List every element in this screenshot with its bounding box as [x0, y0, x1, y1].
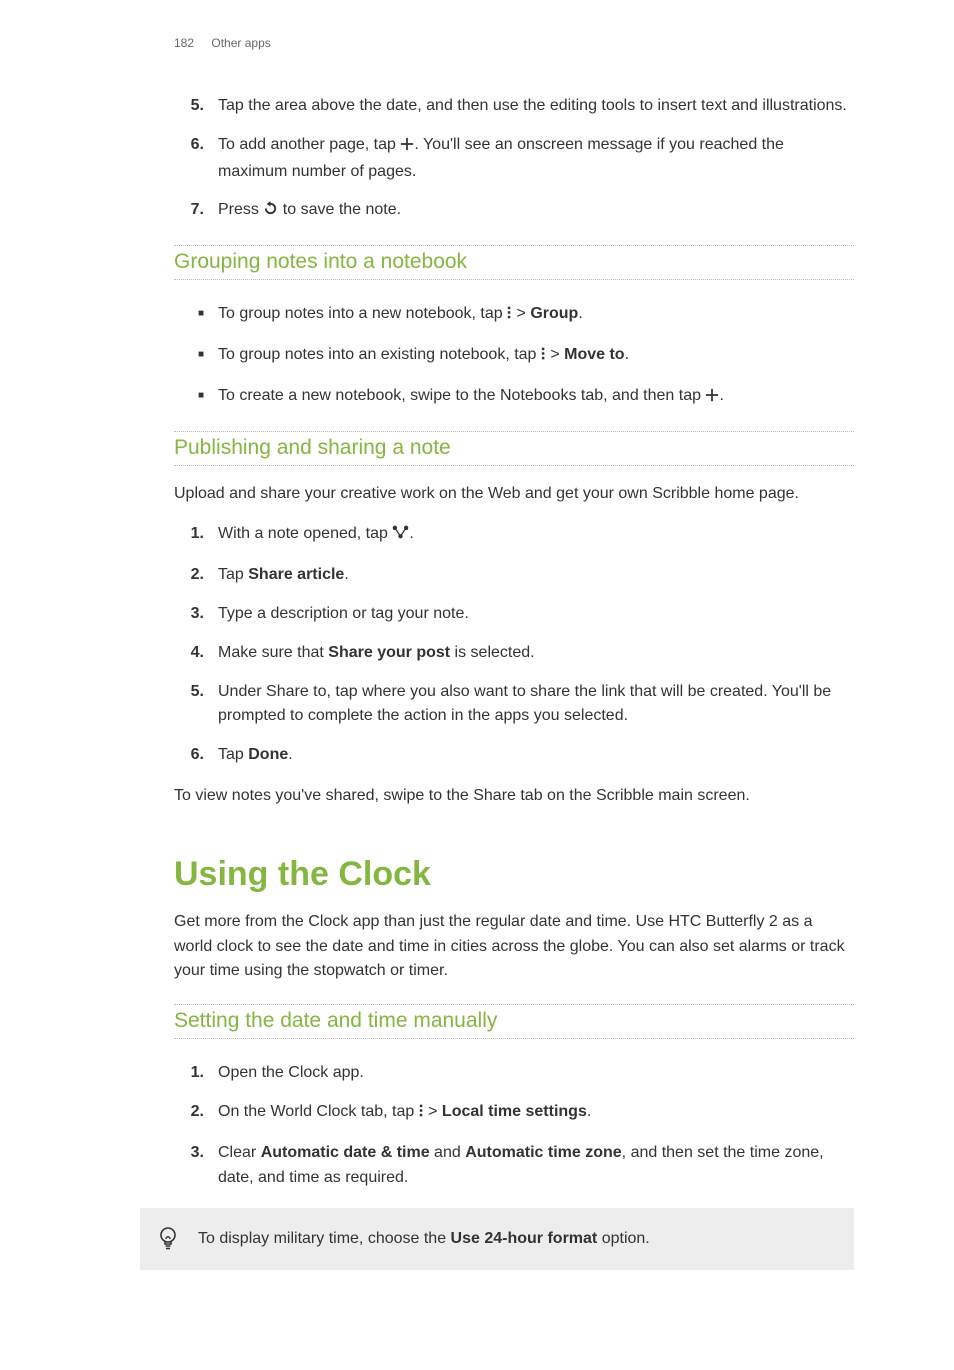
- tip-text: To display military time, choose the Use…: [198, 1227, 834, 1252]
- steps-list-a: 5.Tap the area above the date, and then …: [174, 94, 854, 225]
- step-number: 5.: [174, 680, 218, 705]
- step-text: To add another page, tap . You'll see an…: [218, 133, 854, 185]
- paragraph-view-notes: To view notes you've shared, swipe to th…: [174, 784, 854, 809]
- step-text: Under Share to, tap where you also want …: [218, 680, 854, 730]
- step-item: 2.On the World Clock tab, tap > Local ti…: [174, 1100, 854, 1127]
- step-number: 6.: [174, 743, 218, 768]
- step-text: Tap Share article.: [218, 563, 854, 588]
- step-text: Tap Done.: [218, 743, 854, 768]
- subheading-grouping: Grouping notes into a notebook: [174, 245, 854, 280]
- bullet-text: To group notes into an existing notebook…: [218, 343, 854, 370]
- bullet-item: ■To create a new notebook, swipe to the …: [174, 384, 854, 411]
- tip-box: To display military time, choose the Use…: [140, 1208, 854, 1270]
- steps-list-d: 1.With a note opened, tap .2.Tap Share a…: [174, 522, 854, 768]
- step-number: 6.: [174, 133, 218, 158]
- step-number: 2.: [174, 563, 218, 588]
- bullet-item: ■To group notes into an existing noteboo…: [174, 343, 854, 370]
- step-item: 3.Type a description or tag your note.: [174, 602, 854, 627]
- step-text: Clear Automatic date & time and Automati…: [218, 1141, 854, 1191]
- step-text: On the World Clock tab, tap > Local time…: [218, 1100, 854, 1127]
- step-number: 1.: [174, 522, 218, 547]
- plus-icon: [705, 386, 719, 411]
- step-text: Open the Clock app.: [218, 1061, 854, 1086]
- step-number: 5.: [174, 94, 218, 119]
- step-text: Make sure that Share your post is select…: [218, 641, 854, 666]
- bullet-text: To group notes into a new notebook, tap …: [218, 302, 854, 329]
- step-number: 2.: [174, 1100, 218, 1125]
- subheading-setting-date: Setting the date and time manually: [174, 1004, 854, 1039]
- step-item: 5.Under Share to, tap where you also wan…: [174, 680, 854, 730]
- bullet-item: ■To group notes into a new notebook, tap…: [174, 302, 854, 329]
- steps-list-h: 1.Open the Clock app.2.On the World Cloc…: [174, 1061, 854, 1190]
- page-header: 182 Other apps: [174, 36, 854, 50]
- bulb-icon: [158, 1226, 198, 1252]
- step-item: 2.Tap Share article.: [174, 563, 854, 588]
- share-icon: [392, 524, 409, 549]
- back-icon: [263, 200, 278, 225]
- page-number: 182: [174, 36, 194, 50]
- step-text: Press to save the note.: [218, 198, 854, 225]
- step-item: 6.Tap Done.: [174, 743, 854, 768]
- step-number: 3.: [174, 602, 218, 627]
- step-text: With a note opened, tap .: [218, 522, 854, 549]
- plus-icon: [400, 135, 414, 160]
- paragraph-clock-intro: Get more from the Clock app than just th…: [174, 910, 854, 984]
- step-number: 1.: [174, 1061, 218, 1086]
- step-text: Tap the area above the date, and then us…: [218, 94, 854, 119]
- step-item: 5.Tap the area above the date, and then …: [174, 94, 854, 119]
- subheading-publishing: Publishing and sharing a note: [174, 431, 854, 466]
- bullet-marker: ■: [174, 343, 218, 367]
- step-text: Type a description or tag your note.: [218, 602, 854, 627]
- step-number: 3.: [174, 1141, 218, 1166]
- step-item: 3.Clear Automatic date & time and Automa…: [174, 1141, 854, 1191]
- step-item: 6.To add another page, tap . You'll see …: [174, 133, 854, 185]
- step-item: 4.Make sure that Share your post is sele…: [174, 641, 854, 666]
- paragraph-upload: Upload and share your creative work on t…: [174, 482, 854, 507]
- step-number: 7.: [174, 198, 218, 223]
- step-number: 4.: [174, 641, 218, 666]
- step-item: 1.With a note opened, tap .: [174, 522, 854, 549]
- bullet-marker: ■: [174, 302, 218, 326]
- step-item: 1.Open the Clock app.: [174, 1061, 854, 1086]
- document-page: 182 Other apps 5.Tap the area above the …: [0, 0, 954, 1370]
- section-name: Other apps: [211, 36, 270, 50]
- bullet-marker: ■: [174, 384, 218, 408]
- bullet-text: To create a new notebook, swipe to the N…: [218, 384, 854, 411]
- bullet-list-b: ■To group notes into a new notebook, tap…: [174, 302, 854, 410]
- step-item: 7.Press to save the note.: [174, 198, 854, 225]
- heading-using-clock: Using the Clock: [174, 855, 854, 894]
